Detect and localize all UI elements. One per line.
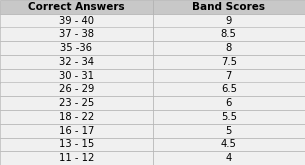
Text: 26 - 29: 26 - 29 [59,84,94,94]
Text: 7.5: 7.5 [221,57,237,67]
Bar [0,0,152,14]
Bar [0,69,152,82]
Text: 16 - 17: 16 - 17 [59,126,94,136]
Bar [152,28,305,41]
Bar [0,96,152,110]
Text: 39 - 40: 39 - 40 [59,16,94,26]
Bar [0,14,152,28]
Text: 37 - 38: 37 - 38 [59,29,94,39]
Text: 5.5: 5.5 [221,112,237,122]
Bar [0,82,152,96]
Text: 18 - 22: 18 - 22 [59,112,94,122]
Text: 23 - 25: 23 - 25 [59,98,94,108]
Bar [152,55,305,69]
Text: 30 - 31: 30 - 31 [59,71,94,81]
Text: 8.5: 8.5 [221,29,237,39]
Bar [152,0,305,14]
Text: 4: 4 [226,153,232,163]
Text: 6: 6 [226,98,232,108]
Text: 11 - 12: 11 - 12 [59,153,94,163]
Bar [152,96,305,110]
Text: 9: 9 [226,16,232,26]
Text: Band Scores: Band Scores [192,2,265,12]
Bar [0,41,152,55]
Bar [0,124,152,137]
Text: 8: 8 [226,43,232,53]
Text: 6.5: 6.5 [221,84,237,94]
Bar [152,124,305,137]
Text: 13 - 15: 13 - 15 [59,139,94,149]
Bar [0,28,152,41]
Text: 32 - 34: 32 - 34 [59,57,94,67]
Bar [152,110,305,124]
Text: Correct Answers: Correct Answers [28,2,124,12]
Bar [0,55,152,69]
Bar [0,137,152,151]
Bar [0,110,152,124]
Text: 5: 5 [226,126,232,136]
Bar [152,41,305,55]
Bar [152,82,305,96]
Bar [152,69,305,82]
Bar [0,151,152,165]
Text: 4.5: 4.5 [221,139,237,149]
Bar [152,151,305,165]
Bar [152,137,305,151]
Bar [152,14,305,28]
Text: 7: 7 [226,71,232,81]
Text: 35 -36: 35 -36 [60,43,92,53]
